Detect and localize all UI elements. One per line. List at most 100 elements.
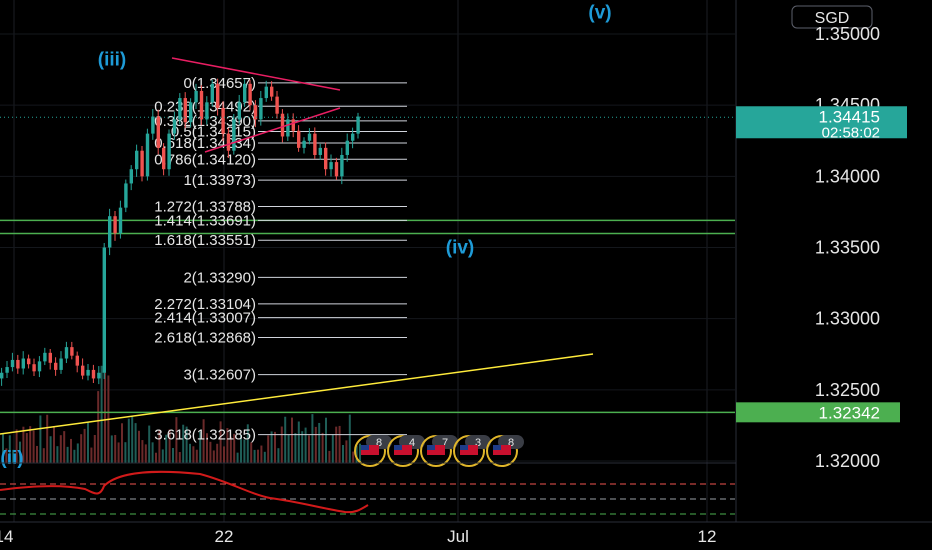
volume-bar [15,429,18,463]
volume-bar [56,446,59,463]
volume-bar [131,415,134,463]
volume-bar [331,434,334,463]
volume-bar [104,354,106,463]
flag-canton [361,445,369,450]
currency-badge-box [791,5,873,29]
volume-bar [87,422,89,463]
volume-bar [212,450,215,463]
y-tick-4: 1.33000 [815,309,880,329]
candle-body [108,216,112,248]
candle-body [291,119,295,131]
volume-bar [229,436,232,463]
volume-bar [144,444,147,463]
candle-body [253,105,258,120]
volume-bar [76,443,79,463]
volume-bar [274,431,276,463]
volume-bar [202,419,205,463]
x-tick-0: 14 [0,527,13,546]
x-tick-1: 22 [215,527,234,546]
candle-body [140,150,144,177]
countdown-timer: 02:58:02 [822,124,880,141]
volume-bar [314,426,317,463]
candle-body [86,369,90,376]
flag-icon [427,445,445,455]
volume-bar [308,435,310,463]
volume-bar [240,434,242,463]
fib-label-7: 1.272(1.33788) [154,199,256,216]
candle-body [113,216,117,234]
drawings[interactable] [0,57,735,435]
candle-body [167,133,171,170]
candle-body [5,367,9,373]
fib-label-10: 2(1.33290) [183,269,256,286]
volume-bar [39,415,42,463]
candle-body [0,372,4,379]
horizontal-lines [0,219,735,414]
candle-body [118,207,123,234]
candle-body [237,102,241,120]
volume-bar [114,434,117,463]
price-axis[interactable]: SGD1.350001.345001.340001.335001.330001.… [735,0,932,550]
fib-label-4: 0.618(1.34234) [154,135,256,152]
volume-bar [134,423,137,463]
triangle-lower [204,107,341,153]
candles [0,78,360,386]
volume-bar [182,424,185,463]
flag-icon [493,445,511,455]
time-axis[interactable]: 14 22 Jul 12 [0,521,932,546]
volume-bar [209,441,212,463]
candle-body [307,133,312,141]
fib-label-11: 2.272(1.33104) [154,296,256,313]
candle-body [91,369,96,379]
candle-body [48,352,52,363]
candle-body [351,133,355,141]
volume-bar [287,434,290,463]
candle-body [178,98,182,120]
volume-bar [53,426,55,463]
event-badges[interactable]: 8 4 7 3 8 [354,435,524,467]
volume-bar [267,435,270,463]
volume-bar [195,449,198,463]
volume-bar [90,447,93,463]
candle-body [226,133,231,151]
fib-label-9: 1.618(1.33551) [154,232,256,249]
volume-bar [328,450,331,463]
volume-bar [206,433,208,463]
volume-bar [59,435,62,463]
volume-bar [291,417,293,463]
volume-bar [185,426,188,463]
event-count-2: 7 [442,437,448,449]
candle-body [70,347,74,356]
fib-label-14: 3(1.32607) [183,367,256,384]
volume-bar [110,435,113,463]
volume-bar [124,442,127,463]
volume-bar [253,449,256,463]
oscillator-line [0,470,369,514]
volume-bar [70,438,72,463]
volume-bar [348,414,351,463]
triangle-upper [171,57,341,91]
volume-bar [175,417,178,463]
candle-body [264,86,268,99]
volume-bar [352,451,355,463]
wave-label-1: (v) [588,3,611,24]
currency-badge: SGD [815,10,850,27]
volume-bar [83,428,86,463]
volume-bar [192,446,195,463]
volume-bar [141,440,144,463]
candle-body [172,119,177,134]
volume-bar [246,424,249,463]
volume-bar [22,426,25,463]
volume-bar [284,416,287,463]
candle-body [129,169,133,184]
candle-body [27,358,31,365]
x-tick-2: Jul [447,527,469,546]
volume-bar [151,442,154,463]
candle-body [259,98,263,120]
fib-extension[interactable]: 0(1.34657)0.236(1.34492)0.382(1.34390)0.… [154,75,407,444]
volume-bar [335,426,338,463]
candle-body [318,147,322,155]
volume-bar [155,452,157,463]
y-tick-6: 1.32000 [815,451,880,471]
